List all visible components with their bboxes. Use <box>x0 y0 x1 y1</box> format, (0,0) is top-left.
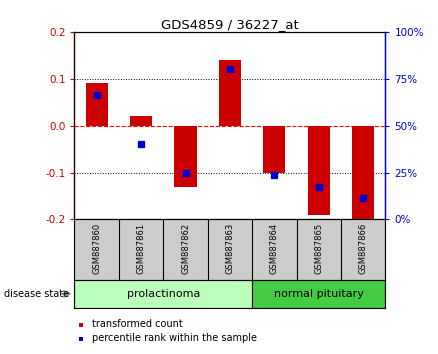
Text: GSM887863: GSM887863 <box>226 222 234 274</box>
Text: percentile rank within the sample: percentile rank within the sample <box>92 333 257 343</box>
Text: GSM887865: GSM887865 <box>314 222 323 274</box>
Text: GSM887862: GSM887862 <box>181 222 190 274</box>
Text: GSM887860: GSM887860 <box>92 222 101 274</box>
Text: disease state: disease state <box>4 289 70 299</box>
Text: transformed count: transformed count <box>92 319 183 329</box>
Text: prolactinoma: prolactinoma <box>127 289 200 299</box>
Bar <box>263 126 286 173</box>
Bar <box>174 126 197 187</box>
Bar <box>130 116 152 126</box>
Bar <box>74 280 252 308</box>
Bar <box>352 126 374 222</box>
Bar <box>85 84 108 126</box>
Title: GDS4859 / 36227_at: GDS4859 / 36227_at <box>161 18 299 31</box>
Text: normal pituitary: normal pituitary <box>274 289 364 299</box>
Text: GSM887861: GSM887861 <box>137 222 145 274</box>
Bar <box>307 126 330 215</box>
Bar <box>219 60 241 126</box>
Text: GSM887866: GSM887866 <box>359 222 368 274</box>
Bar <box>252 280 385 308</box>
Text: GSM887864: GSM887864 <box>270 222 279 274</box>
